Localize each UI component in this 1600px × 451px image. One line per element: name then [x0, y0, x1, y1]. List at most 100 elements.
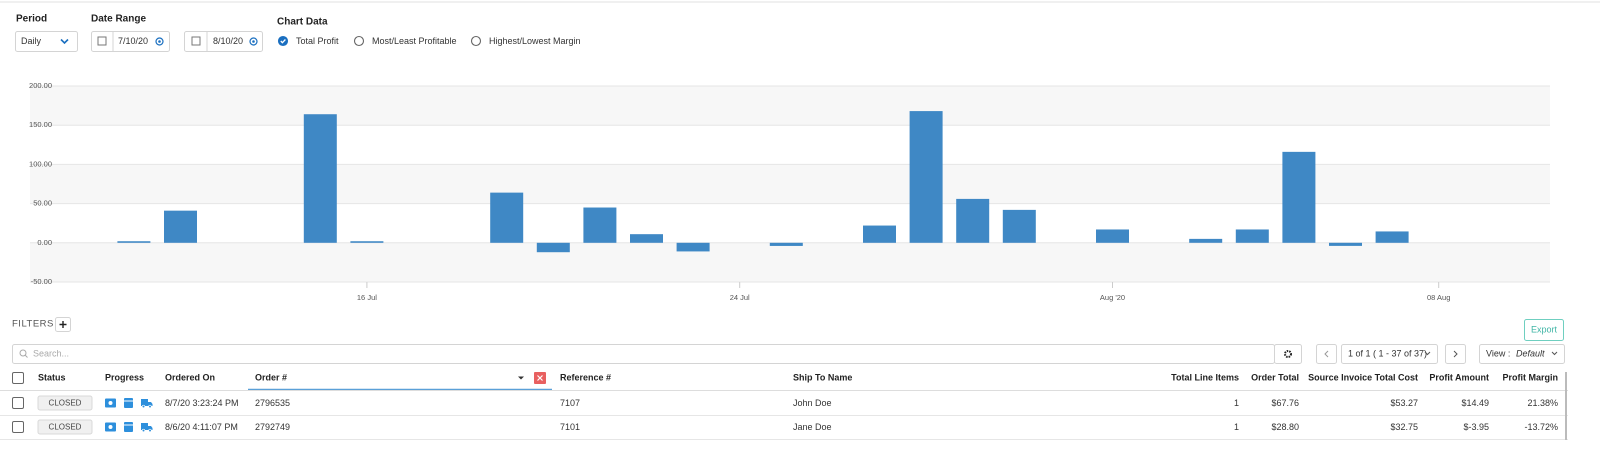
- export-text: Export: [1531, 324, 1558, 334]
- cell: 8/7/20 3:23:24 PM: [165, 398, 239, 408]
- bar: [350, 241, 384, 243]
- x-tick-label: 16 Jul: [357, 293, 377, 302]
- radio-label: Most/Least Profitable: [372, 36, 457, 46]
- chevron: [60, 38, 69, 45]
- plus-icon: [59, 321, 67, 328]
- period-select[interactable]: [15, 31, 78, 52]
- cell: 1: [1234, 422, 1239, 432]
- y-tick-label: 50.00: [33, 199, 52, 208]
- date-to-input[interactable]: [184, 31, 263, 52]
- cell: 1: [1234, 398, 1239, 408]
- cell: 2792749: [255, 422, 290, 432]
- column-header[interactable]: Profit Margin: [1503, 372, 1559, 382]
- row-checkbox[interactable]: [12, 421, 24, 433]
- cell: Jane Doe: [793, 422, 832, 432]
- search-input[interactable]: [12, 344, 1275, 364]
- y-tick-label: -50.00: [31, 277, 52, 286]
- period-label: Period: [16, 14, 47, 25]
- search-icon: [24, 354, 28, 358]
- y-tick-label: 0.00: [37, 238, 52, 247]
- cell: $53.27: [1390, 398, 1418, 408]
- bar: [1329, 242, 1362, 246]
- bar: [583, 207, 617, 243]
- column-header[interactable]: Status: [38, 372, 66, 382]
- bar: [1002, 209, 1036, 243]
- bar: [164, 210, 197, 243]
- bar: [1096, 229, 1129, 243]
- radio[interactable]: [353, 35, 365, 47]
- x-tick-label: Aug '20: [1100, 293, 1125, 302]
- y-tick-label: 150.00: [29, 120, 52, 129]
- plot-band: [30, 242, 1550, 282]
- next-page-button[interactable]: [1445, 344, 1466, 364]
- column-header[interactable]: Order #: [255, 372, 287, 382]
- progress-icon: [124, 398, 133, 408]
- prev-page-button[interactable]: [1316, 344, 1337, 364]
- sort-arrow[interactable]: [518, 376, 524, 380]
- column-header[interactable]: Order Total: [1251, 372, 1299, 382]
- progress-icon-detail: [148, 404, 152, 409]
- clock-icon: [249, 37, 258, 46]
- status: CLOSED: [49, 399, 82, 408]
- bar: [1282, 151, 1316, 243]
- status-badge: [37, 395, 93, 411]
- bar: [1375, 231, 1409, 243]
- column-header[interactable]: Ship To Name: [793, 372, 852, 382]
- view-value: Default: [1516, 348, 1545, 358]
- calendar-icon: [191, 36, 201, 46]
- x-tick-label: 08 Aug: [1427, 293, 1450, 302]
- column-header[interactable]: Reference #: [560, 372, 611, 382]
- progress-icon-detail: [141, 404, 146, 409]
- column-header[interactable]: Ordered On: [165, 372, 215, 382]
- view-label: View :: [1486, 348, 1510, 358]
- progress-icon-detail: [108, 425, 113, 429]
- export-button[interactable]: [1524, 319, 1564, 341]
- page-select[interactable]: [1341, 344, 1438, 364]
- cell: 7101: [560, 422, 580, 432]
- cell: $-3.95: [1463, 422, 1489, 432]
- bar: [117, 241, 151, 243]
- cell: 21.38%: [1527, 398, 1558, 408]
- cell: -13.72%: [1524, 422, 1558, 432]
- status-badge: [37, 419, 93, 435]
- column-header[interactable]: Total Line Items: [1171, 372, 1239, 382]
- progress-icon: [141, 399, 153, 406]
- bar: [909, 111, 943, 243]
- cell: $28.80: [1271, 422, 1299, 432]
- settings-button[interactable]: [1274, 344, 1302, 364]
- column-header[interactable]: Source Invoice Total Cost: [1308, 372, 1418, 382]
- cell: $67.76: [1271, 398, 1299, 408]
- chevron: [1551, 351, 1558, 356]
- date-from: 7/10/20: [118, 36, 148, 46]
- view-select[interactable]: [1479, 344, 1565, 364]
- radio[interactable]: [277, 35, 289, 47]
- plot-band: [30, 86, 1550, 126]
- row-checkbox[interactable]: [12, 397, 24, 409]
- clock-dot: [158, 40, 161, 43]
- chart-options: Total Profit Most/Least Profitable Highest…: [277, 35, 581, 47]
- calendar-icon: [97, 36, 107, 46]
- progress-icon-detail: [108, 401, 113, 405]
- status: CLOSED: [49, 423, 82, 432]
- progress-icon-detail: [148, 428, 152, 433]
- radio-label: Highest/Lowest Margin: [489, 36, 581, 46]
- column-header[interactable]: Progress: [105, 372, 144, 382]
- header-checkbox[interactable]: [12, 372, 24, 384]
- search-icon: [19, 349, 27, 357]
- orders-table: Status Progress Ordered On Order # Reference…: [0, 372, 1568, 440]
- date-from-input[interactable]: [91, 31, 170, 52]
- search-placeholder: Search...: [33, 348, 69, 358]
- bar: [1189, 238, 1223, 243]
- bar: [490, 192, 524, 243]
- period-value: Daily: [21, 36, 42, 46]
- column-header[interactable]: Profit Amount: [1429, 372, 1489, 382]
- cell: $14.49: [1461, 398, 1489, 408]
- plot-band: [30, 164, 1550, 204]
- radio[interactable]: [470, 35, 482, 47]
- cell: $32.75: [1390, 422, 1418, 432]
- progress-icon: [124, 422, 133, 432]
- y-tick-label: 100.00: [29, 159, 52, 168]
- remove-icon: [537, 375, 543, 381]
- cell: 8/6/20 4:11:07 PM: [165, 422, 238, 432]
